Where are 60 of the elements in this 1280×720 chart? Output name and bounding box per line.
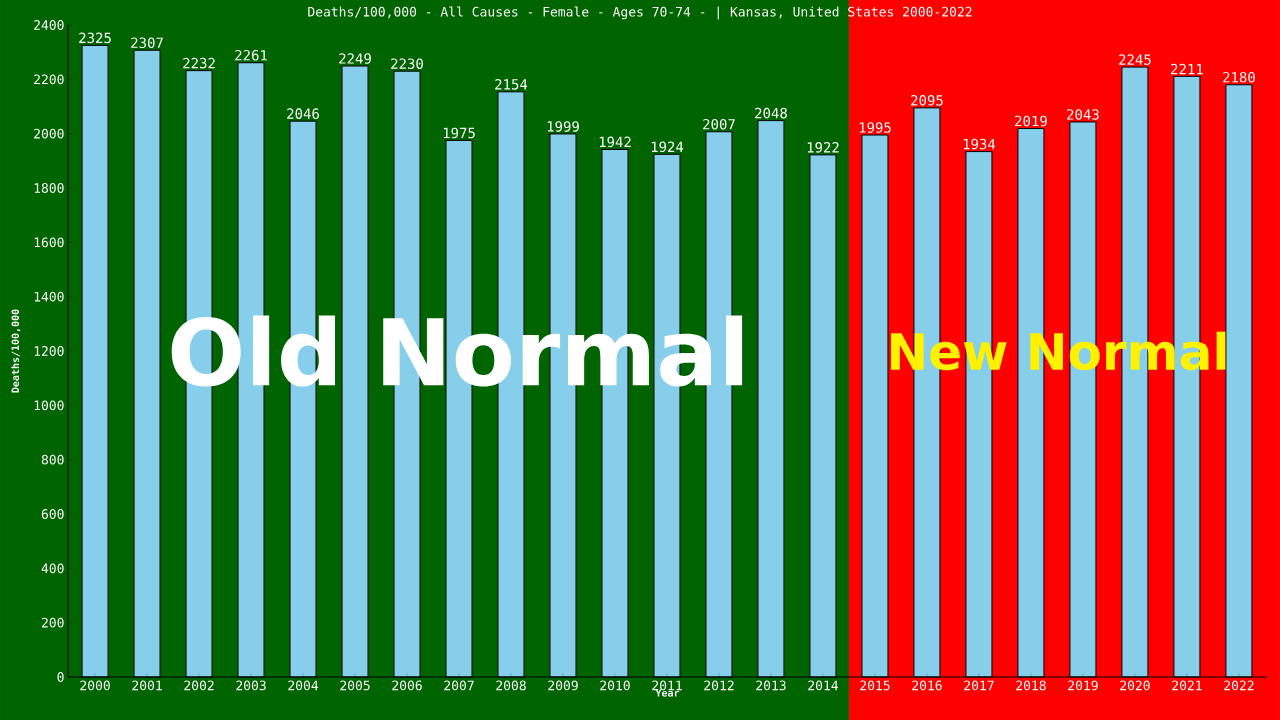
data-label: 1995	[859, 122, 891, 133]
data-label: 2046	[287, 108, 319, 119]
x-tick-label: 2014	[808, 680, 838, 691]
data-label: 2007	[703, 118, 735, 130]
x-tick-label: 2008	[496, 680, 526, 691]
x-tick-label: 2022	[1224, 680, 1254, 691]
y-tick-label: 1200	[34, 346, 64, 356]
y-axis-title: Deaths/100,000	[11, 309, 21, 393]
data-label: 2019	[1015, 115, 1047, 127]
x-tick-label: 2018	[1016, 680, 1046, 691]
x-tick-label: 2001	[132, 680, 162, 691]
x-tick-label: 2005	[340, 680, 370, 691]
data-label: 2249	[339, 53, 371, 64]
x-tick-label: 2004	[288, 680, 319, 691]
data-label: 2043	[1067, 109, 1099, 120]
x-tick-label: 2002	[184, 680, 214, 691]
y-tick-label: 2000	[34, 128, 64, 139]
y-tick-label: 2400	[34, 20, 64, 30]
data-label: 2232	[183, 57, 215, 69]
y-tick-label: 1400	[34, 291, 64, 302]
x-tick-label: 2011	[652, 680, 682, 691]
data-label: 1942	[599, 136, 631, 148]
x-tick-label: 2009	[548, 680, 578, 691]
x-tick-label: 2019	[1068, 680, 1098, 691]
x-tick-label: 2013	[756, 680, 786, 691]
x-tick-label: 2000	[80, 680, 110, 691]
data-label: 2230	[391, 58, 423, 69]
y-tick-label: 1600	[34, 237, 64, 248]
x-tick-label: 2010	[600, 680, 630, 691]
data-label: 2095	[911, 95, 943, 106]
x-tick-label: 2007	[444, 680, 474, 691]
y-tick-label: 0	[57, 672, 64, 682]
data-label: 2325	[79, 32, 111, 44]
data-label: 2048	[755, 107, 787, 119]
data-label: 2211	[1171, 63, 1203, 75]
x-tick-label: 2020	[1120, 680, 1150, 691]
data-label: 2245	[1119, 54, 1151, 65]
x-tick-label: 2016	[912, 680, 942, 691]
y-tick-label: 600	[41, 509, 64, 519]
y-tick-label: 400	[41, 563, 64, 574]
data-label: 1975	[443, 127, 475, 139]
data-label: 1922	[807, 142, 839, 153]
x-tick-label: 2006	[392, 680, 422, 691]
x-tick-label: 2015	[860, 680, 890, 691]
y-tick-label: 200	[41, 617, 64, 628]
x-tick-label: 2017	[964, 680, 994, 691]
data-label: 2261	[235, 49, 267, 61]
data-label: 1999	[547, 121, 579, 132]
x-tick-label: 2021	[1172, 680, 1202, 691]
data-label: 2307	[131, 37, 163, 49]
x-tick-label: 2012	[704, 680, 734, 691]
y-tick-label: 2200	[34, 74, 64, 85]
x-tick-label: 2003	[236, 680, 266, 691]
data-label: 2180	[1223, 71, 1255, 83]
data-label: 1934	[963, 138, 996, 150]
y-tick-label: 1800	[34, 183, 64, 193]
data-label: 2154	[495, 79, 528, 90]
data-label: 1924	[651, 141, 684, 153]
y-tick-label: 1000	[34, 400, 64, 411]
y-tick-label: 800	[41, 454, 64, 465]
